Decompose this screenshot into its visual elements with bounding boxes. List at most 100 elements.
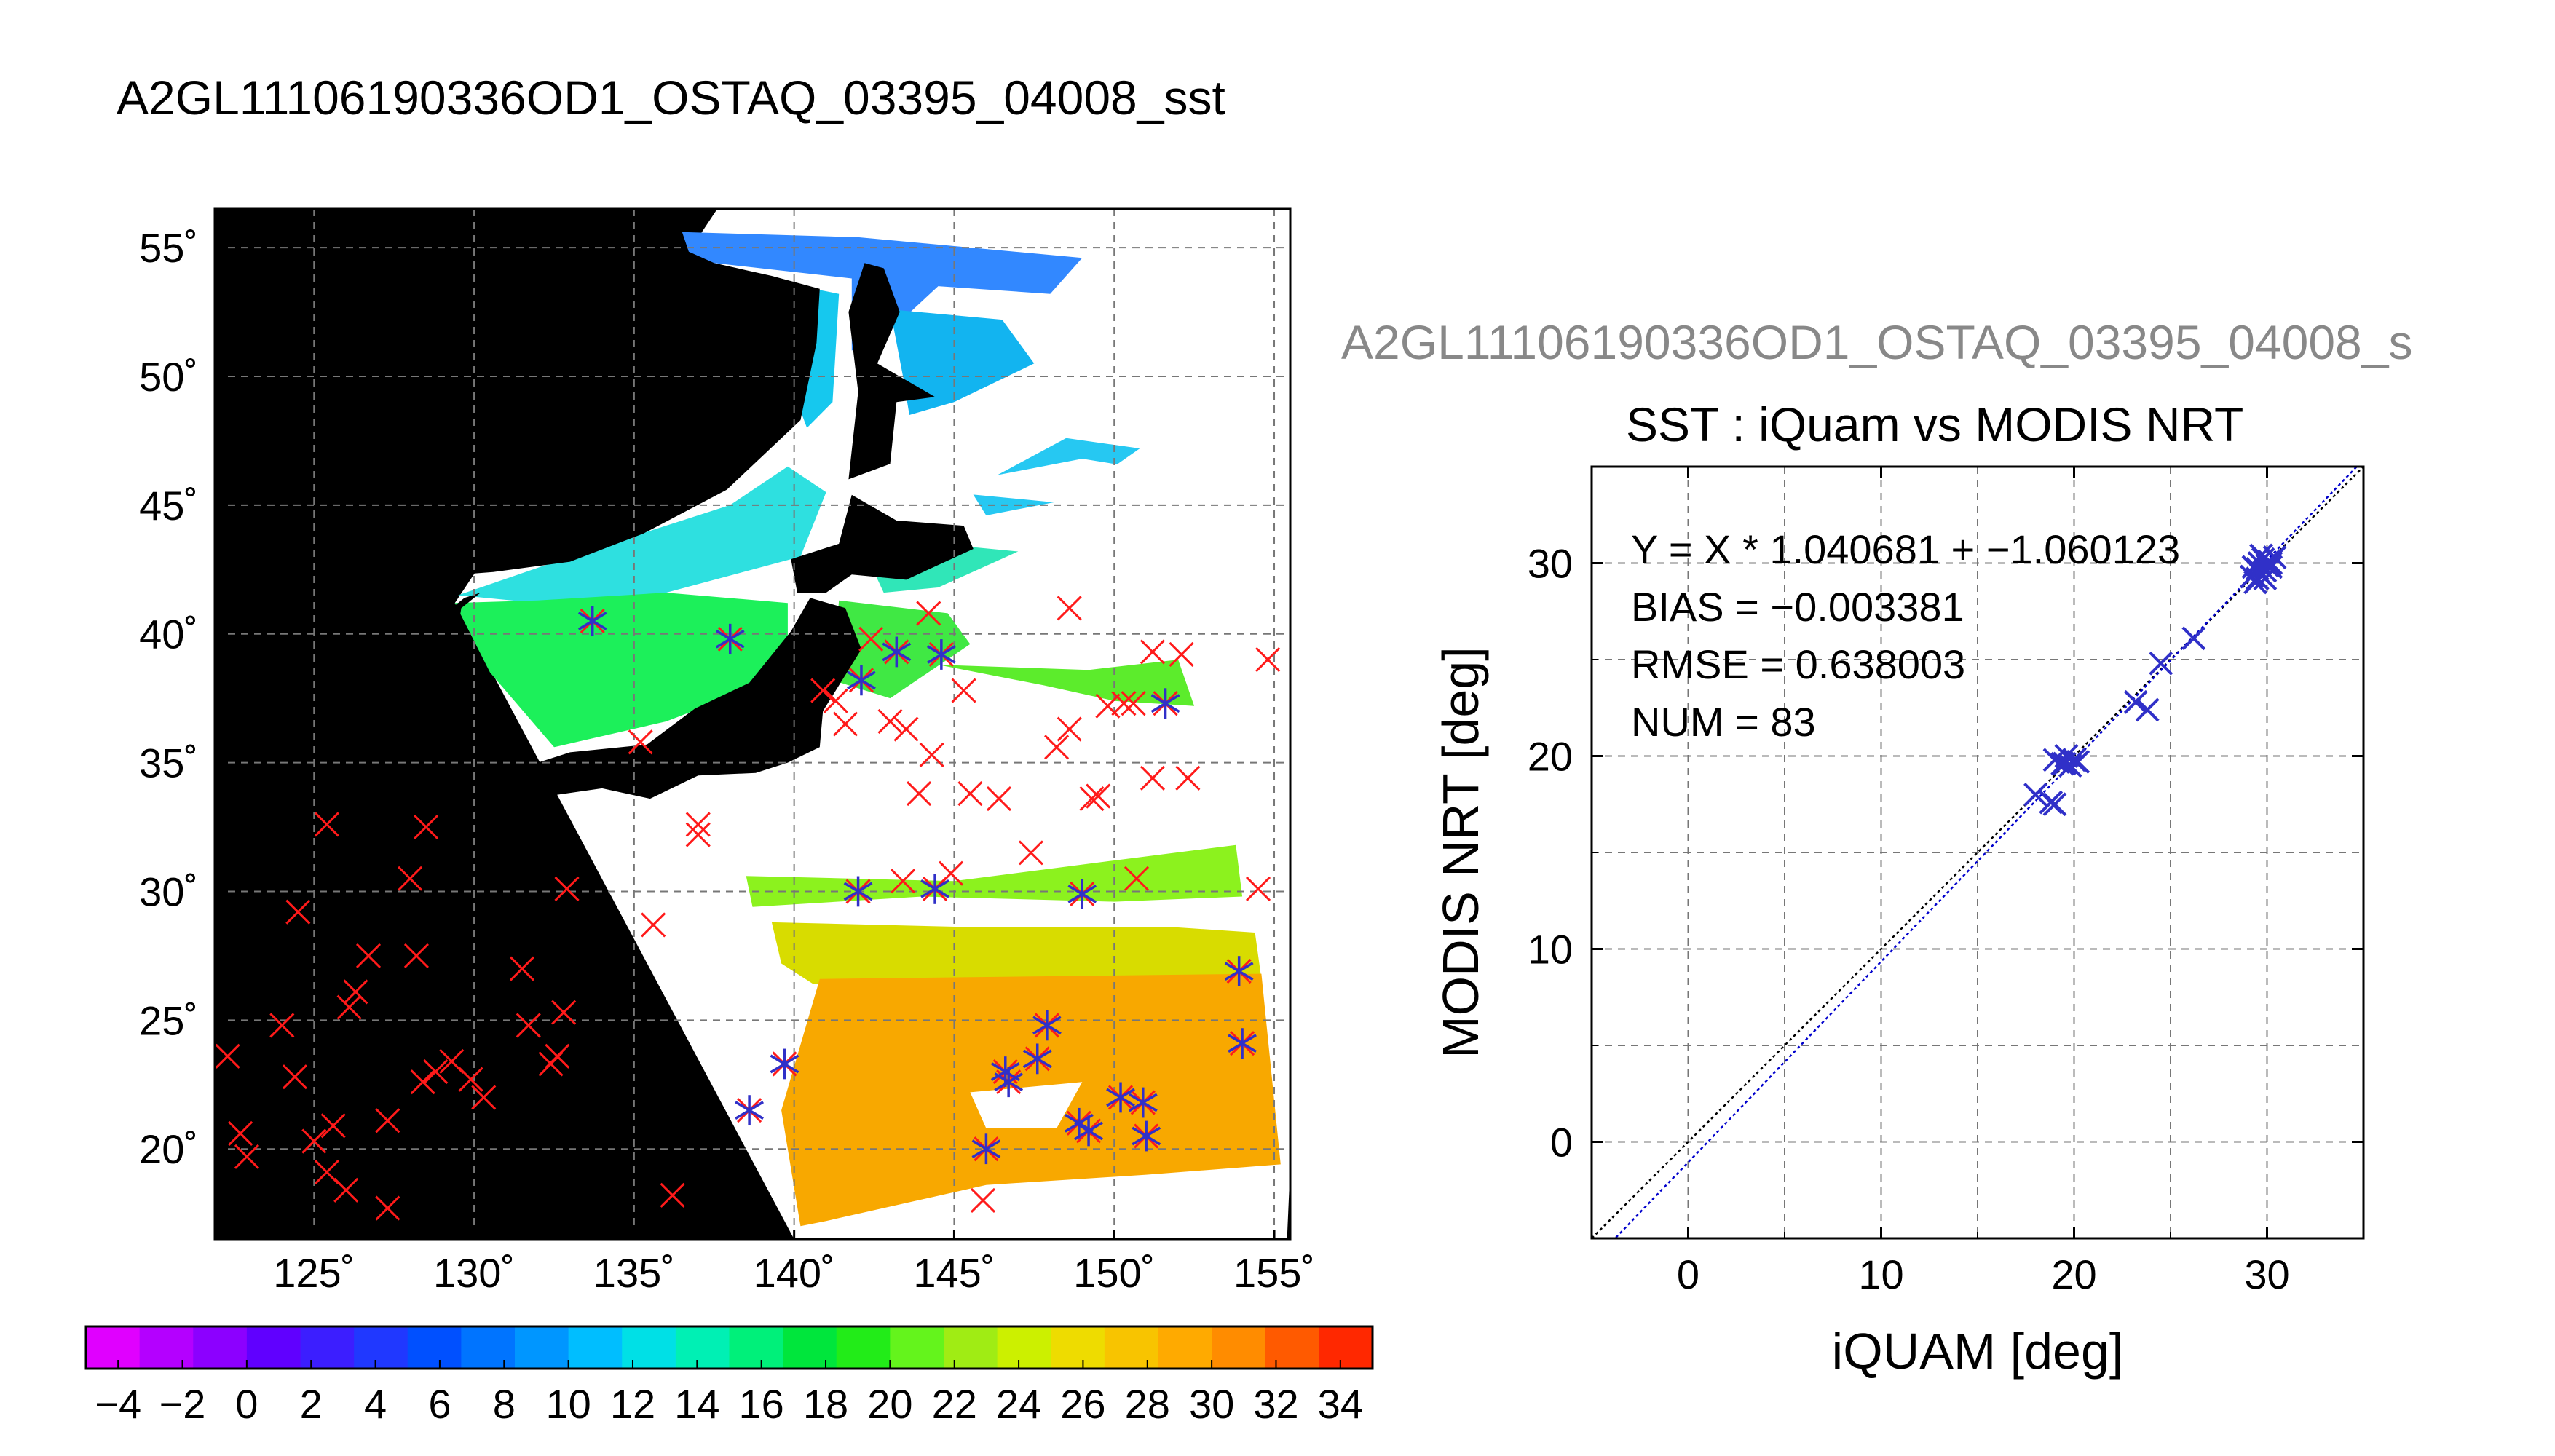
map-ytick-label: 45˚ bbox=[139, 483, 198, 529]
buoy-marker bbox=[301, 1128, 327, 1154]
colorbar-segment bbox=[407, 1326, 462, 1369]
buoy-marker bbox=[810, 678, 836, 703]
matched-buoy-marker bbox=[926, 639, 956, 670]
buoy-marker bbox=[509, 956, 535, 981]
map-ytick-label: 30˚ bbox=[139, 869, 198, 914]
buoy-marker bbox=[1124, 866, 1150, 891]
colorbar-segment bbox=[836, 1326, 891, 1369]
colorbar-segment bbox=[1212, 1326, 1266, 1369]
buoy-marker bbox=[333, 1177, 359, 1203]
map-ytick-label: 50˚ bbox=[139, 354, 198, 400]
scatter-ytick-label: 10 bbox=[1528, 927, 1573, 973]
scatter-stat-3: NUM = 83 bbox=[1631, 699, 1816, 745]
buoy-marker bbox=[314, 812, 339, 837]
colorbar-tick-label: 24 bbox=[996, 1381, 1041, 1427]
buoy-marker bbox=[458, 1067, 483, 1092]
map-xtick-label: 135˚ bbox=[593, 1250, 675, 1296]
colorbar-segment bbox=[568, 1326, 623, 1369]
buoy-marker bbox=[551, 1000, 577, 1025]
colorbar-segment bbox=[675, 1326, 730, 1369]
matched-buoy-marker bbox=[994, 1067, 1024, 1098]
map-xtick-label: 145˚ bbox=[913, 1250, 995, 1296]
colorbar-segment bbox=[622, 1326, 676, 1369]
colorbar-segment bbox=[1319, 1326, 1373, 1369]
buoy-marker bbox=[641, 912, 666, 938]
sst-region-kuroshio-ext bbox=[938, 660, 1195, 706]
map-ytick-label: 20˚ bbox=[139, 1126, 198, 1172]
matched-buoy-marker bbox=[770, 1048, 799, 1080]
colorbar-segment bbox=[783, 1326, 837, 1369]
scatter-point bbox=[2123, 689, 2148, 714]
regression-line bbox=[1614, 467, 2358, 1238]
buoy-marker bbox=[938, 860, 964, 886]
map-ytick-label: 25˚ bbox=[139, 997, 198, 1043]
matched-buoy-marker bbox=[1128, 1087, 1158, 1118]
buoy-marker bbox=[234, 1144, 260, 1169]
one-to-one-line bbox=[1592, 467, 2364, 1238]
buoy-marker bbox=[1095, 693, 1121, 719]
scatter-xlabel: iQUAM [deg] bbox=[1832, 1323, 2124, 1380]
buoy-marker bbox=[919, 742, 944, 768]
buoy-marker bbox=[269, 1013, 295, 1038]
colorbar-segment bbox=[461, 1326, 516, 1369]
buoy-marker bbox=[1044, 735, 1070, 760]
sst-region-hokkaido-east bbox=[874, 546, 1019, 593]
buoy-marker bbox=[628, 729, 653, 755]
map-ytick-label: 35˚ bbox=[139, 740, 198, 786]
buoy-marker bbox=[1057, 596, 1082, 621]
buoy-marker bbox=[1086, 783, 1111, 809]
buoy-marker bbox=[336, 994, 362, 1020]
sst-region-japan-sea-north bbox=[458, 466, 826, 604]
scatter-point bbox=[2135, 697, 2160, 722]
buoy-marker bbox=[951, 678, 976, 703]
scatter-ytick-label: 30 bbox=[1528, 541, 1573, 587]
colorbar-tick-label: 20 bbox=[867, 1381, 912, 1427]
matched-buoy-marker bbox=[1224, 956, 1254, 986]
colorbar-segment bbox=[139, 1326, 194, 1369]
buoy-marker bbox=[907, 780, 932, 807]
buoy-marker bbox=[685, 812, 711, 837]
colorbar-tick-label: 34 bbox=[1318, 1381, 1363, 1427]
matched-buoy-marker bbox=[1074, 1115, 1103, 1147]
scatter-plot: Y = X * 1.040681 + −1.060123 BIAS = −0.00… bbox=[1432, 465, 2365, 1380]
colorbar-tick-label: 22 bbox=[932, 1381, 977, 1427]
scatter-xtick-label: 20 bbox=[2051, 1251, 2096, 1297]
scatter-point bbox=[2042, 792, 2067, 817]
matched-buoy-marker bbox=[1032, 1010, 1062, 1041]
sst-colorbar: −4 −2 0 2 4 6 8 10 12 14 16 18 20 22 24 26 28 30 32 34 bbox=[84, 1325, 1374, 1427]
sst-region-yellow-band bbox=[771, 922, 1262, 984]
buoy-marker bbox=[1018, 840, 1043, 866]
buoy-marker bbox=[823, 688, 848, 713]
colorbar-segment bbox=[1158, 1326, 1212, 1369]
buoy-marker bbox=[1169, 641, 1194, 668]
buoy-marker bbox=[891, 869, 916, 894]
buoy-marker bbox=[228, 1120, 253, 1147]
colorbar-tick-label: 8 bbox=[493, 1381, 516, 1427]
colorbar-segment bbox=[1265, 1326, 1319, 1369]
buoy-marker bbox=[893, 716, 919, 742]
land-mainland bbox=[215, 209, 820, 593]
scatter-stat-2: RMSE = 0.638003 bbox=[1631, 641, 1965, 687]
scatter-plot-area bbox=[1592, 467, 2364, 1238]
matched-buoy-marker bbox=[715, 623, 745, 654]
map-ytick-label: 40˚ bbox=[139, 612, 198, 657]
buoy-marker bbox=[660, 1182, 685, 1208]
scatter-stat-0: Y = X * 1.040681 + −1.060123 bbox=[1631, 526, 2180, 572]
matched-buoy-marker bbox=[1132, 1120, 1161, 1152]
buoy-marker bbox=[343, 979, 368, 1005]
colorbar-segment bbox=[354, 1326, 408, 1369]
land-hokkaido bbox=[791, 494, 974, 593]
sst-map: 125˚ 130˚ 135˚ 140˚ 145˚ 150˚ 155˚ 20˚ 25˚ 30˚ 35˚… bbox=[139, 207, 1315, 1296]
buoy-marker bbox=[545, 1043, 570, 1069]
colorbar-segment bbox=[944, 1326, 998, 1369]
sst-region-japan-sea-south bbox=[454, 593, 788, 748]
map-xtick-label: 130˚ bbox=[433, 1250, 515, 1296]
buoy-marker bbox=[423, 1059, 449, 1085]
scatter-point bbox=[2149, 651, 2173, 676]
scatter-point bbox=[2181, 626, 2206, 651]
buoy-marker bbox=[1140, 639, 1166, 665]
buoy-marker bbox=[877, 708, 903, 735]
scatter-point bbox=[2054, 744, 2079, 768]
matched-buoy-marker bbox=[1067, 879, 1097, 909]
colorbar-segment bbox=[86, 1326, 141, 1369]
